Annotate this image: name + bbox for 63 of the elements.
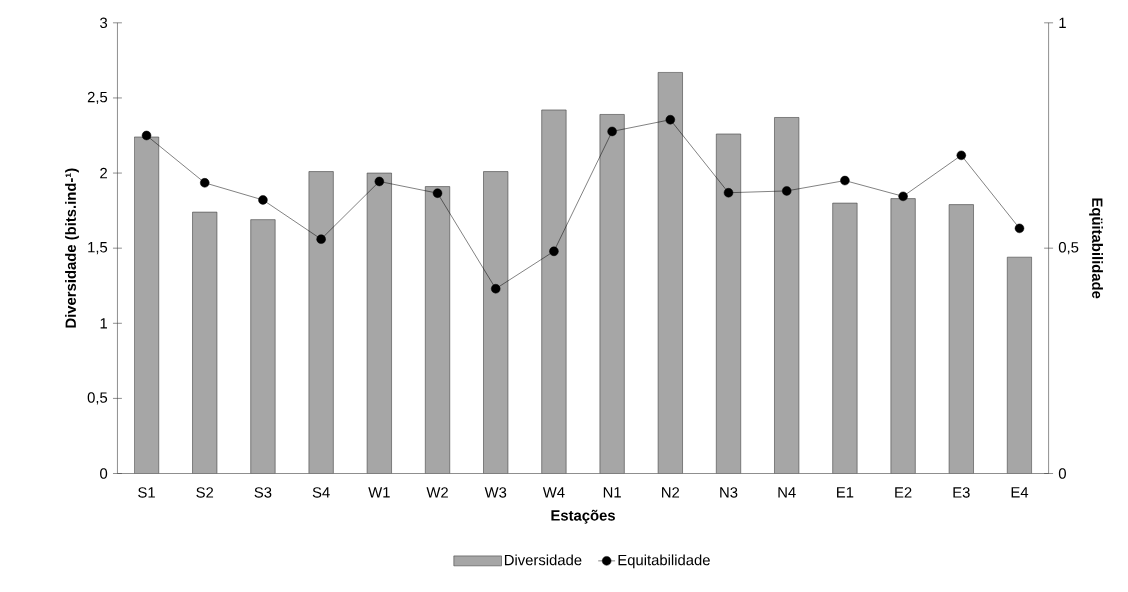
x-tick-label: W4 xyxy=(542,487,565,498)
point xyxy=(607,126,617,137)
y-tick-label: 1,5 xyxy=(88,242,108,255)
point xyxy=(200,178,210,188)
point xyxy=(840,176,850,186)
bar xyxy=(658,72,683,474)
x-axis-title: Estações xyxy=(551,510,615,524)
point xyxy=(665,115,676,125)
bar xyxy=(250,219,276,474)
bar xyxy=(192,212,217,474)
point xyxy=(782,186,792,196)
bar xyxy=(774,117,799,474)
x-tick-label: N1 xyxy=(603,487,621,498)
point xyxy=(316,234,326,245)
x-tick-label: N2 xyxy=(662,487,680,498)
y-axis-title: Diversidade (bits.ind-¹) xyxy=(65,168,79,328)
bar xyxy=(425,186,450,474)
y-tick-label: 0,5 xyxy=(87,392,108,405)
bar xyxy=(832,203,858,474)
bar xyxy=(367,173,392,474)
y-tick-label: 0 xyxy=(100,468,108,479)
x-tick-label: S4 xyxy=(312,487,330,498)
y2-axis-title: Eqüitabilidade xyxy=(1089,198,1103,299)
point xyxy=(898,191,908,202)
y2-tick-label: 0,5 xyxy=(1058,242,1079,255)
point xyxy=(491,284,501,294)
bar xyxy=(541,110,567,474)
point xyxy=(1014,223,1025,234)
point xyxy=(723,188,734,198)
bar xyxy=(483,171,508,474)
point xyxy=(374,176,385,187)
point xyxy=(258,195,268,205)
point xyxy=(549,246,559,257)
legend-label: Diversidade xyxy=(504,554,582,566)
x-tick-label: S3 xyxy=(254,487,272,498)
x-tick-label: W2 xyxy=(426,487,448,498)
y-tick-label: 2 xyxy=(100,168,107,179)
x-tick-label: S2 xyxy=(196,487,214,498)
x-tick-label: E3 xyxy=(953,487,970,498)
point xyxy=(956,150,966,161)
bar xyxy=(599,114,625,474)
y-tick-label: 2,5 xyxy=(87,91,108,105)
x-tick-label: E1 xyxy=(837,487,854,498)
bar xyxy=(134,137,159,474)
x-tick-label: E4 xyxy=(1011,487,1029,498)
bar xyxy=(1006,257,1033,474)
bar xyxy=(716,134,741,474)
x-tick-label: N4 xyxy=(778,487,796,498)
point xyxy=(432,188,443,199)
y-tick-label: 1 xyxy=(100,318,108,329)
y2-tick-label: 0 xyxy=(1058,468,1066,479)
legend-label: Equitabilidade xyxy=(618,554,710,569)
x-tick-label: W1 xyxy=(368,487,390,498)
x-tick-label: W3 xyxy=(484,487,507,498)
x-tick-label: S1 xyxy=(138,487,155,498)
x-tick-label: N3 xyxy=(720,487,738,498)
bar xyxy=(890,198,916,474)
bar xyxy=(308,171,334,474)
point xyxy=(141,130,152,141)
x-tick-label: E2 xyxy=(895,487,912,498)
y2-tick-label: 1 xyxy=(1059,17,1066,29)
bar xyxy=(949,204,974,474)
y-tick-label: 3 xyxy=(100,17,108,29)
